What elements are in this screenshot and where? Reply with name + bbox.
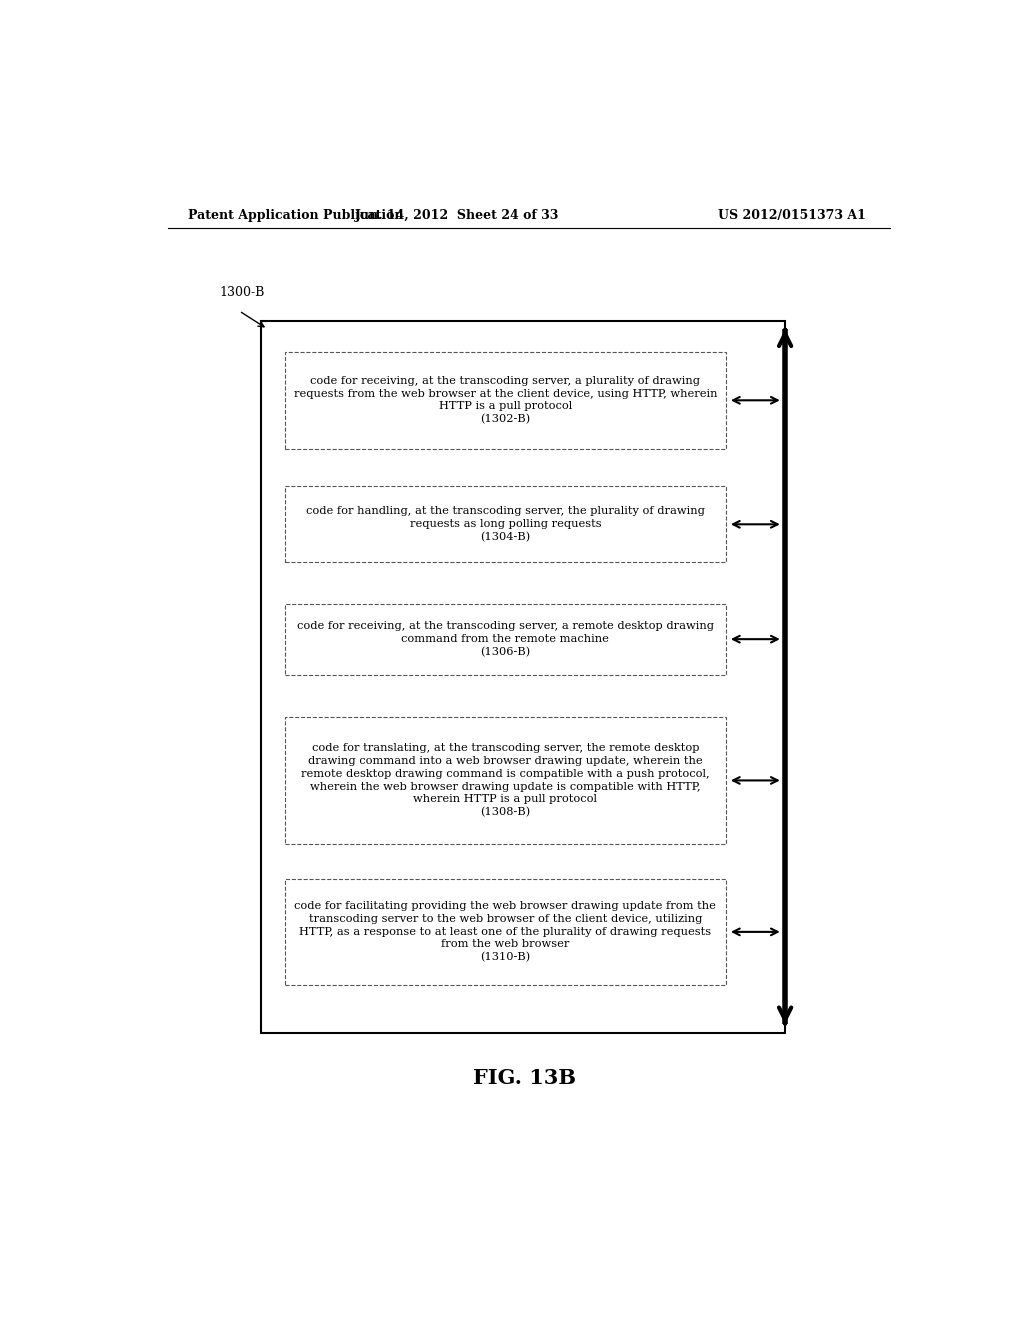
Bar [285, 486, 726, 562]
Text: code for translating, at the transcoding server, the remote desktop
drawing comm: code for translating, at the transcoding… [301, 743, 710, 817]
Text: code for receiving, at the transcoding server, a plurality of drawing
requests f: code for receiving, at the transcoding s… [294, 376, 717, 425]
Text: code for handling, at the transcoding server, the plurality of drawing
requests : code for handling, at the transcoding se… [306, 507, 705, 543]
Bar [285, 879, 726, 985]
Bar [285, 717, 726, 843]
Text: Jun. 14, 2012  Sheet 24 of 33: Jun. 14, 2012 Sheet 24 of 33 [355, 209, 559, 222]
Text: code for facilitating providing the web browser drawing update from the
transcod: code for facilitating providing the web … [295, 902, 717, 962]
Text: code for receiving, at the transcoding server, a remote desktop drawing
command : code for receiving, at the transcoding s… [297, 622, 714, 657]
Text: Patent Application Publication: Patent Application Publication [187, 209, 403, 222]
Text: US 2012/0151373 A1: US 2012/0151373 A1 [718, 209, 866, 222]
Bar [285, 352, 726, 449]
Text: 1300-B: 1300-B [219, 286, 264, 300]
Bar [285, 603, 726, 675]
Text: FIG. 13B: FIG. 13B [473, 1068, 577, 1088]
Bar [261, 321, 785, 1032]
